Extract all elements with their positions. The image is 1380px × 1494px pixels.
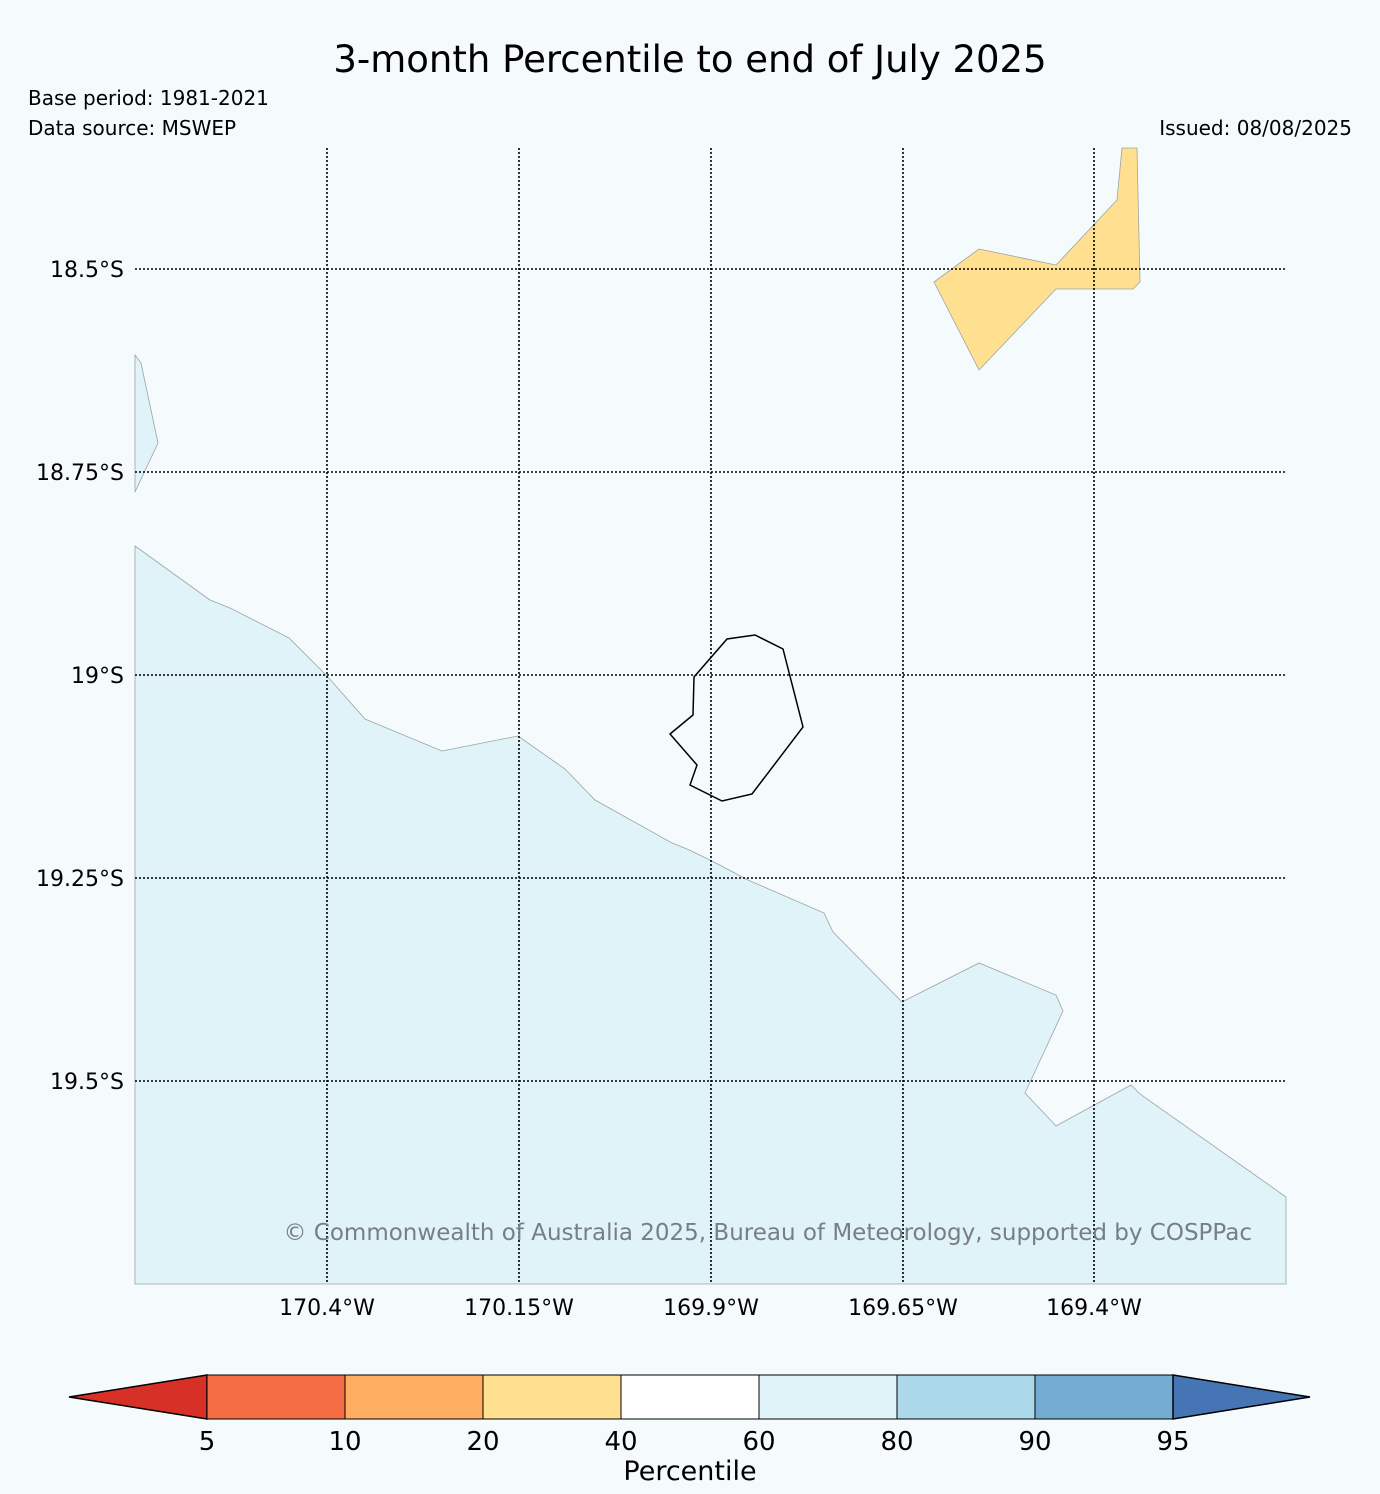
colorbar-tick: 95	[1156, 1427, 1189, 1457]
colorbar-tick: 80	[880, 1427, 913, 1457]
issued-label: Issued:	[1159, 116, 1231, 140]
colorbar-tick: 90	[1018, 1427, 1051, 1457]
colorbar-tick: 20	[466, 1427, 499, 1457]
island-coastline	[668, 634, 804, 802]
latitude-label: 19°S	[71, 664, 124, 689]
data-source-label: Data source:	[28, 116, 156, 140]
base-period-label: Base period:	[28, 86, 154, 110]
data-source-value: MSWEP	[161, 116, 237, 140]
colorbar-tick: 40	[604, 1427, 637, 1457]
colorbar-tick: 10	[328, 1427, 361, 1457]
colorbar-segment	[482, 1374, 622, 1420]
issued-value: 08/08/2025	[1236, 116, 1352, 140]
map-title: 3-month Percentile to end of July 2025	[333, 38, 1047, 81]
colorbar-extend-low	[68, 1374, 208, 1420]
longitude-label: 169.65°W	[848, 1296, 958, 1321]
colorbar-segment	[344, 1374, 484, 1420]
colorbar-tick: 60	[742, 1427, 775, 1457]
region-60-80-main	[134, 545, 1287, 1285]
colorbar-tick: 5	[199, 1427, 216, 1457]
longitude-label: 169.4°W	[1046, 1296, 1142, 1321]
colorbar-segment	[1034, 1374, 1174, 1420]
region-60-80-west	[134, 353, 159, 493]
colorbar-label: Percentile	[623, 1456, 756, 1487]
base-period-value: 1981-2021	[159, 86, 269, 110]
data-source: Data source: MSWEP	[28, 116, 236, 140]
base-period: Base period: 1981-2021	[28, 86, 269, 110]
copyright-notice: © Commonwealth of Australia 2025, Bureau…	[283, 1220, 1252, 1246]
issued-date: Issued: 08/08/2025	[1159, 116, 1352, 140]
graticule	[135, 148, 1286, 1284]
region-20-40-northeast	[933, 147, 1141, 371]
longitude-label: 170.15°W	[464, 1296, 574, 1321]
colorbar: 5 10 20 40 60 80 90 95 Percentile	[68, 1374, 1311, 1487]
latitude-label: 19.5°S	[50, 1070, 124, 1095]
latitude-label: 18.75°S	[36, 461, 124, 486]
longitude-label: 169.9°W	[663, 1296, 759, 1321]
colorbar-segment	[758, 1374, 898, 1420]
colorbar-extend-high	[1172, 1374, 1311, 1420]
colorbar-segment	[896, 1374, 1036, 1420]
colorbar-segment	[206, 1374, 346, 1420]
latitude-label: 18.5°S	[50, 258, 124, 283]
longitude-label: 170.4°W	[279, 1296, 375, 1321]
latitude-label: 19.25°S	[36, 867, 124, 892]
colorbar-segment	[620, 1374, 760, 1420]
